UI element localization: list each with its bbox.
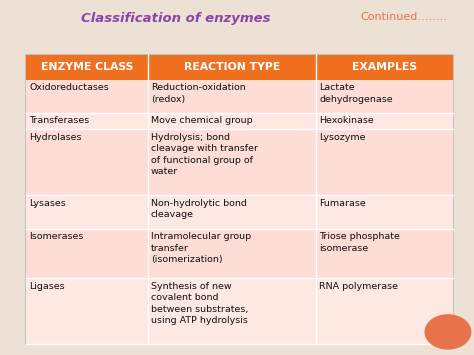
Circle shape	[425, 315, 471, 349]
Text: Classification of enzymes: Classification of enzymes	[81, 12, 270, 26]
Text: EXAMPLES: EXAMPLES	[352, 62, 417, 72]
FancyBboxPatch shape	[26, 80, 147, 113]
Text: Fumarase: Fumarase	[319, 199, 366, 208]
Text: Hydrolysis; bond
cleavage with transfer
of functional group of
water: Hydrolysis; bond cleavage with transfer …	[151, 133, 258, 176]
FancyBboxPatch shape	[147, 196, 316, 229]
Text: Oxidoreductases: Oxidoreductases	[29, 83, 109, 92]
Text: Synthesis of new
covalent bond
between substrates,
using ATP hydrolysis: Synthesis of new covalent bond between s…	[151, 282, 248, 325]
Text: Lysases: Lysases	[29, 199, 66, 208]
FancyBboxPatch shape	[26, 113, 147, 129]
FancyBboxPatch shape	[147, 80, 316, 113]
Text: Intramolecular group
transfer
(isomerization): Intramolecular group transfer (isomeriza…	[151, 232, 251, 264]
FancyBboxPatch shape	[147, 278, 316, 344]
FancyBboxPatch shape	[147, 113, 316, 129]
Text: Reduction-oxidation
(redox): Reduction-oxidation (redox)	[151, 83, 246, 104]
FancyBboxPatch shape	[316, 278, 453, 344]
Text: Non-hydrolytic bond
cleavage: Non-hydrolytic bond cleavage	[151, 199, 247, 219]
FancyBboxPatch shape	[26, 129, 147, 196]
Text: Transferases: Transferases	[29, 116, 90, 125]
FancyBboxPatch shape	[26, 55, 453, 344]
Text: Hexokinase: Hexokinase	[319, 116, 374, 125]
Text: Isomerases: Isomerases	[29, 232, 84, 241]
FancyBboxPatch shape	[316, 196, 453, 229]
Text: RNA polymerase: RNA polymerase	[319, 282, 399, 291]
FancyBboxPatch shape	[147, 129, 316, 196]
Text: REACTION TYPE: REACTION TYPE	[184, 62, 280, 72]
FancyBboxPatch shape	[26, 196, 147, 229]
FancyBboxPatch shape	[147, 229, 316, 278]
Text: Ligases: Ligases	[29, 282, 65, 291]
FancyBboxPatch shape	[316, 129, 453, 196]
Text: Continued……..: Continued……..	[360, 12, 447, 22]
FancyBboxPatch shape	[316, 229, 453, 278]
FancyBboxPatch shape	[26, 229, 147, 278]
FancyBboxPatch shape	[316, 55, 453, 80]
FancyBboxPatch shape	[316, 113, 453, 129]
Text: Triose phosphate
isomerase: Triose phosphate isomerase	[319, 232, 401, 252]
Text: Move chemical group: Move chemical group	[151, 116, 253, 125]
FancyBboxPatch shape	[26, 55, 147, 80]
Text: Lysozyme: Lysozyme	[319, 133, 366, 142]
Text: ENZYME CLASS: ENZYME CLASS	[41, 62, 133, 72]
FancyBboxPatch shape	[316, 80, 453, 113]
Text: Hydrolases: Hydrolases	[29, 133, 82, 142]
FancyBboxPatch shape	[26, 278, 147, 344]
FancyBboxPatch shape	[147, 55, 316, 80]
Text: Lactate
dehydrogenase: Lactate dehydrogenase	[319, 83, 393, 104]
